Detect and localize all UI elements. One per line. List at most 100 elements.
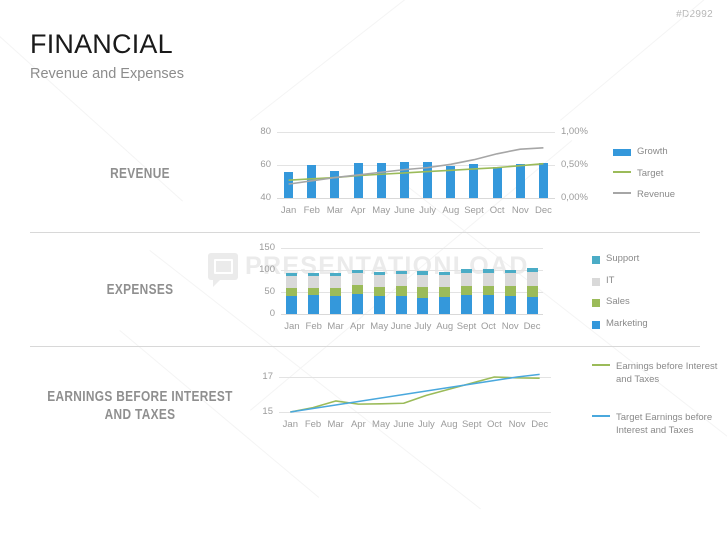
segment-marketing	[373, 295, 385, 314]
segment-marketing	[308, 295, 320, 314]
stack-jan	[286, 273, 298, 314]
segment-it	[439, 275, 451, 287]
legend-swatch-support	[592, 256, 600, 264]
segment-sales	[373, 286, 385, 296]
y2-axis-tick-label: 1,00%	[561, 126, 588, 137]
x-axis-tick-label: Feb	[304, 419, 322, 430]
x-axis-tick-label: May	[370, 321, 389, 332]
legend-label-growth: Growth	[637, 146, 668, 157]
x-axis-tick-label: Apr	[350, 419, 366, 430]
x-axis-tick-label: Jan	[282, 419, 298, 430]
segment-marketing	[395, 295, 407, 314]
row-label-ebit-line2: AND TAXES	[104, 406, 176, 423]
slide-header: FINANCIAL Revenue and Expenses	[30, 30, 630, 83]
bar-slot	[499, 248, 521, 314]
x-axis-tick-label: Mar	[326, 205, 344, 216]
x-axis-labels: Jan Feb Mar Apr May June July Aug Sept Oct Nov Dec	[281, 321, 543, 332]
legend-revenue: Growth Target Revenue	[613, 146, 675, 202]
y2-axis-tick-label: 0,50%	[561, 159, 588, 170]
segment-sales	[351, 285, 363, 295]
chart-expenses-plot: 0 50 100 150 Jan Feb Mar Apr May June July Aug Sept O…	[259, 243, 543, 332]
legend-swatch-growth	[613, 149, 631, 156]
legend-item[interactable]: IT	[592, 275, 648, 288]
x-axis-tick-label: Oct	[480, 321, 496, 332]
stacked-bar-series	[281, 248, 543, 314]
bar-slot	[281, 248, 303, 314]
bar-slot	[434, 248, 456, 314]
chart-expenses: 0 50 100 150 Jan Feb Mar Apr May June July Aug Sept O…	[259, 243, 543, 332]
segment-sales	[461, 285, 473, 296]
segment-marketing	[286, 296, 298, 314]
segment-marketing	[351, 294, 363, 314]
y-axis-tick-label: 50	[264, 286, 275, 297]
x-axis-tick-label: Sept	[461, 419, 482, 430]
legend-item[interactable]: Support	[592, 253, 648, 266]
segment-sales	[395, 286, 407, 296]
bar-slot	[412, 248, 434, 314]
legend-swatch-target-earnings-before-interest-and-taxes	[592, 415, 610, 418]
segment-it	[504, 273, 516, 286]
segment-sales	[439, 286, 451, 297]
legend-label-it: IT	[606, 274, 615, 286]
legend-label-revenue: Revenue	[637, 189, 676, 201]
chart-line-series	[288, 147, 544, 185]
bar-slot	[346, 248, 368, 314]
x-axis-tick-label: Feb	[303, 205, 320, 216]
line-series-revenue	[288, 147, 544, 185]
x-axis-tick-label: Nov	[508, 419, 526, 430]
x-axis-tick-label: Sept	[456, 321, 477, 332]
segment-it	[461, 272, 473, 286]
bar-slot	[456, 248, 478, 314]
divider-expenses-ebit	[30, 346, 700, 347]
legend-swatch-sales	[592, 299, 600, 308]
segment-sales	[417, 286, 429, 298]
row-label-revenue: REVENUE	[110, 166, 170, 182]
speech-bubble-icon	[208, 253, 238, 287]
legend-swatch-earnings-before-interest-and-taxes	[592, 364, 610, 366]
legend-label-marketing: Marketing	[606, 317, 648, 329]
legend-item[interactable]: Revenue	[613, 189, 675, 202]
legend-label-support: Support	[606, 253, 640, 264]
legend-item[interactable]: Growth	[613, 146, 675, 159]
bar-slot	[325, 248, 347, 314]
page-title: FINANCIAL	[30, 29, 173, 59]
segment-marketing	[482, 295, 494, 314]
segment-marketing	[504, 295, 516, 314]
x-axis-tick-label: Oct	[486, 419, 502, 430]
legend-item[interactable]: Target	[613, 168, 675, 181]
legend-swatch-it	[592, 277, 600, 286]
gridline	[277, 132, 555, 133]
segment-marketing	[461, 295, 473, 314]
x-axis-tick-label: Feb	[305, 321, 322, 332]
x-axis-tick-label: July	[419, 205, 437, 216]
legend-item[interactable]: Earnings before Interest and Taxes	[592, 361, 720, 386]
x-axis-tick-label: Aug	[442, 205, 460, 216]
divider-revenue-expenses	[30, 232, 700, 233]
segment-marketing	[417, 297, 429, 314]
x-axis-tick-label: Nov	[511, 205, 529, 216]
legend-expenses: Support IT Sales Marketing	[592, 253, 648, 330]
chart-revenue-plot: 40 60 80 0,00% 0,50% 1,00% Jan Feb Mar Apr May June…	[260, 127, 588, 216]
segment-sales	[286, 288, 298, 297]
legend-item[interactable]: Marketing	[592, 318, 648, 331]
legend-swatch-revenue	[613, 192, 631, 195]
x-axis-tick-label: June	[390, 321, 412, 332]
bar-slot	[390, 248, 412, 314]
x-axis-tick-label: Apr	[350, 205, 366, 216]
row-label-expenses: EXPENSES	[106, 282, 174, 298]
x-axis-tick-label: Aug	[436, 321, 454, 332]
row-label-ebit: EARNINGS BEFORE INTEREST AND TAXES	[47, 389, 234, 424]
x-axis-tick-label: Dec	[531, 419, 549, 430]
segment-it	[308, 275, 320, 288]
y-axis-tick-label: 0	[269, 308, 275, 319]
legend-item[interactable]: Target Earnings before Interest and Taxe…	[592, 412, 720, 437]
stack-mar	[330, 273, 342, 314]
line-series-target	[288, 162, 544, 181]
y-axis-tick-label: 60	[260, 159, 271, 170]
segment-marketing	[439, 296, 451, 314]
segment-it	[330, 276, 342, 289]
legend-item[interactable]: Sales	[592, 296, 648, 309]
legend-swatch-target	[613, 170, 631, 173]
segment-sales	[504, 285, 516, 296]
x-axis-tick-label: Apr	[350, 321, 365, 332]
